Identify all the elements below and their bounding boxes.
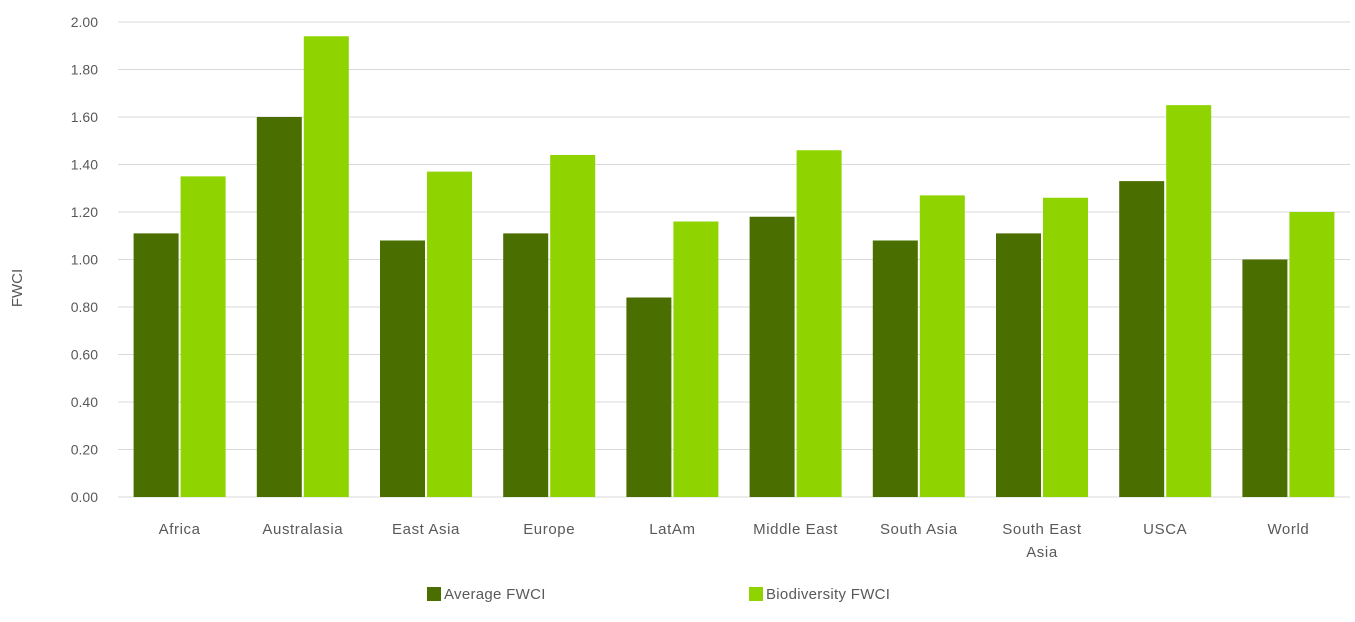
x-tick-label: Australasia [262,521,343,538]
bar [180,176,226,497]
x-axis-tick-labels: Africa Australasia East Asia Europe LatAm Mid… [159,521,1309,561]
x-tick-label: Africa [159,521,201,538]
bar [256,117,302,497]
y-tick-label: 0.40 [71,394,98,410]
x-tick-label: USCA [1143,521,1187,538]
x-tick-label: Asia [1026,544,1058,561]
bar [749,216,795,497]
gridlines [118,21,1350,498]
y-tick-label: 1.00 [71,252,98,268]
x-tick-label: World [1267,521,1309,538]
legend-swatch [427,587,441,601]
legend: Average FWCI Biodiversity FWCI [427,586,890,603]
y-tick-label: 1.60 [71,109,98,125]
x-tick-label: South East [1002,521,1082,538]
y-tick-label: 0.20 [71,442,98,458]
bar [996,233,1041,497]
bar [1289,212,1335,497]
bars [133,36,1335,497]
bar [796,150,842,497]
y-tick-label: 1.40 [71,157,98,173]
bar [1043,197,1088,497]
y-tick-label: 1.20 [71,204,98,220]
legend-swatch [749,587,763,601]
x-tick-label: East Asia [392,521,460,538]
legend-label: Average FWCI [444,586,546,603]
x-tick-label: LatAm [649,521,695,538]
bar [1242,259,1288,497]
x-tick-label: Middle East [753,521,838,538]
x-tick-label: Europe [523,521,575,538]
bar [133,233,179,497]
y-tick-label: 0.60 [71,347,98,363]
bar [626,297,672,497]
bar [1166,105,1212,497]
y-axis-tick-labels: 0.00 0.20 0.40 0.60 0.80 1.00 1.20 1.40 1.60 1.80… [71,14,98,505]
y-axis-label: FWCI [9,269,26,307]
y-tick-label: 0.00 [71,489,98,505]
y-tick-label: 0.80 [71,299,98,315]
bar [673,221,719,497]
y-tick-label: 2.00 [71,14,98,30]
bar [380,240,425,497]
bar [1119,181,1165,497]
bar [503,233,549,497]
x-tick-label: South Asia [880,521,958,538]
y-tick-label: 1.80 [71,62,98,78]
bar [872,240,918,497]
bar [303,36,349,497]
bar [919,195,965,497]
bar [427,171,472,497]
bar [550,155,596,497]
legend-label: Biodiversity FWCI [766,586,890,603]
